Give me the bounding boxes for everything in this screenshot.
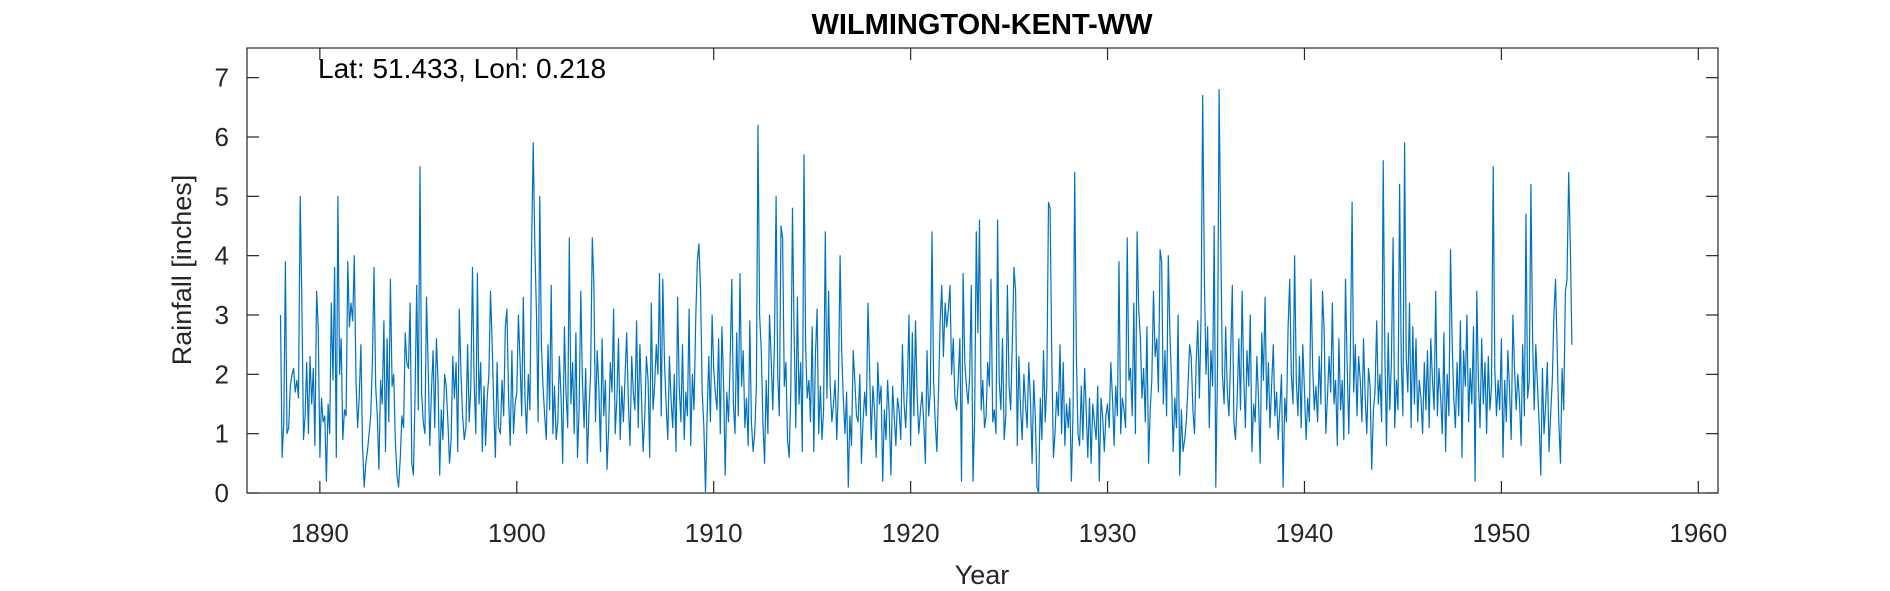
x-tick-label: 1890 <box>291 518 349 548</box>
y-tick-label: 1 <box>215 419 229 449</box>
x-axis-ticks: 1890 1900 1910 1920 1930 1940 1950 1960 <box>291 48 1727 548</box>
y-tick-label: 6 <box>215 122 229 152</box>
x-tick-label: 1910 <box>685 518 743 548</box>
rainfall-series-line <box>279 88 1573 494</box>
x-tick-label: 1920 <box>882 518 940 548</box>
plot-area: 1890 1900 1910 1920 1930 1940 1950 1960 0 1 2 3 4 5 6… <box>215 47 1727 548</box>
y-axis-label: Rainfall [inches] <box>167 175 197 366</box>
x-tick-label: 1940 <box>1276 518 1334 548</box>
x-tick-label: 1960 <box>1669 518 1727 548</box>
y-tick-label: 5 <box>215 181 229 211</box>
location-annotation: Lat: 51.433, Lon: 0.218 <box>318 53 606 84</box>
y-axis-ticks: 0 1 2 3 4 5 6 7 <box>215 63 1718 508</box>
x-tick-label: 1900 <box>488 518 546 548</box>
y-tick-label: 7 <box>215 63 229 93</box>
x-tick-label: 1930 <box>1079 518 1137 548</box>
x-tick-label: 1950 <box>1472 518 1530 548</box>
y-tick-label: 2 <box>215 359 229 389</box>
y-tick-label: 0 <box>215 478 229 508</box>
data-layer <box>279 88 1573 494</box>
y-tick-label: 4 <box>215 241 229 271</box>
plot-frame <box>246 47 1719 494</box>
chart-title: WILMINGTON-KENT-WW <box>812 9 1154 41</box>
y-tick-label: 3 <box>215 300 229 330</box>
x-axis-label: Year <box>955 560 1010 590</box>
